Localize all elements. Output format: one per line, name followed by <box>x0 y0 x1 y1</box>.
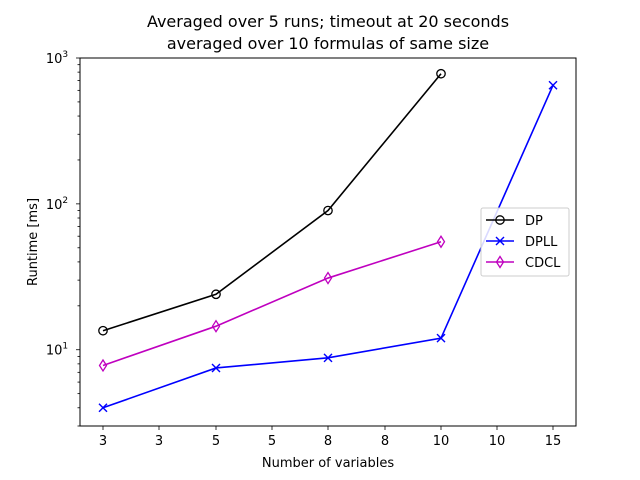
chart-title-line1: Averaged over 5 runs; timeout at 20 seco… <box>147 12 509 31</box>
x-axis-label: Number of variables <box>262 456 394 471</box>
x-tick-label: 5 <box>268 434 276 449</box>
series-line-cdcl <box>102 240 442 367</box>
data-point-dpll <box>211 363 221 373</box>
legend-box <box>480 207 570 277</box>
y-axis-ticks: 101 102 103 <box>46 50 80 427</box>
chart-title-line2: averaged over 10 formulas of same size <box>167 34 489 53</box>
x-tick-label: 3 <box>99 434 107 449</box>
legend-marker-dp <box>495 215 505 225</box>
data-point-dpll <box>323 353 333 363</box>
data-point-dpll <box>436 333 446 343</box>
data-point-dp <box>436 68 446 79</box>
data-point-dpll <box>98 403 108 413</box>
data-point-cdcl <box>211 319 221 333</box>
data-point-cdcl <box>98 358 108 373</box>
x-tick-label: 5 <box>212 434 220 449</box>
x-tick-label: 10 <box>489 434 506 449</box>
x-tick-label: 8 <box>324 434 332 449</box>
data-point-dp <box>323 205 333 216</box>
series-line-dp <box>102 73 442 332</box>
y-axis-label: Runtime [ms] <box>26 198 41 286</box>
legend-label-cdcl: CDCL <box>525 256 561 271</box>
y-tick-label: 101 <box>46 342 68 359</box>
legend-marker-dpll <box>495 236 505 246</box>
x-tick-label: 10 <box>433 434 450 449</box>
data-point-dp <box>98 325 108 336</box>
legend-marker-cdcl <box>495 255 505 269</box>
x-axis-ticks: 3 3 5 5 8 8 10 10 15 <box>99 426 561 449</box>
x-tick-label: 8 <box>381 434 389 449</box>
x-tick-label: 15 <box>545 434 562 449</box>
legend: DP DPLL CDCL <box>480 207 570 277</box>
x-tick-label: 3 <box>155 434 163 449</box>
legend-label-dpll: DPLL <box>525 235 558 250</box>
legend-label-dp: DP <box>525 214 543 229</box>
y-tick-label: 103 <box>46 50 68 67</box>
data-point-dpll <box>548 80 558 90</box>
y-tick-label: 102 <box>46 196 68 213</box>
data-point-cdcl <box>323 271 333 285</box>
data-point-cdcl <box>436 235 446 249</box>
data-point-dp <box>211 289 221 300</box>
